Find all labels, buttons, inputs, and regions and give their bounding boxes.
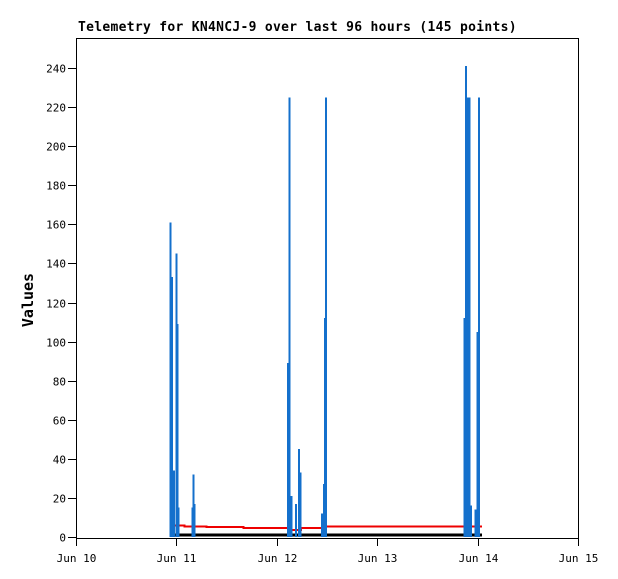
y-tick-label: 140 [46, 258, 66, 271]
y-tick-label: 80 [53, 376, 66, 389]
x-tick-label: Jun 13 [358, 552, 398, 565]
y-tick-label: 20 [53, 493, 66, 506]
x-tick-label: Jun 12 [258, 552, 298, 565]
x-tick-label: Jun 10 [57, 552, 97, 565]
y-tick-label: 0 [59, 532, 66, 545]
y-tick-label: 160 [46, 219, 66, 232]
x-tick-label: Jun 11 [157, 552, 197, 565]
x-tick-label: Jun 14 [459, 552, 499, 565]
y-tick-label: 40 [53, 454, 66, 467]
x-tick-label: Jun 15 [559, 552, 599, 565]
y-tick-label: 120 [46, 298, 66, 311]
telemetry-channel-blue-spikes [169, 66, 480, 537]
y-tick-label: 100 [46, 337, 66, 350]
y-tick-label: 240 [46, 63, 66, 76]
y-tick-label: 220 [46, 102, 66, 115]
y-tick-label: 180 [46, 180, 66, 193]
telemetry-channel-red [169, 524, 483, 532]
plot-border [76, 38, 579, 539]
y-tick-label: 60 [53, 415, 66, 428]
chart-title: Telemetry for KN4NCJ-9 over last 96 hour… [78, 20, 517, 35]
y-tick-label: 200 [46, 141, 66, 154]
